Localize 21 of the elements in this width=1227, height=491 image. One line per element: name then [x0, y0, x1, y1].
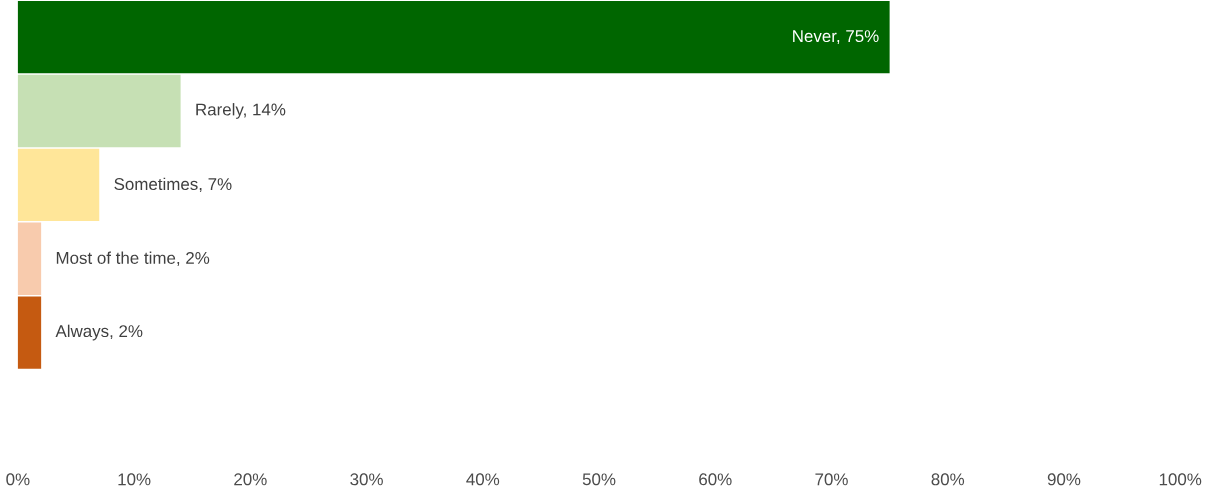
- x-tick-label: 40%: [466, 473, 500, 486]
- x-tick-label: 50%: [582, 473, 616, 486]
- x-tick-label: 80%: [931, 473, 965, 486]
- x-tick-label: 70%: [815, 473, 848, 486]
- bar: [17, 0, 890, 74]
- x-tick-label: 90%: [1047, 473, 1081, 486]
- data-label: Always, 2%: [55, 324, 143, 341]
- x-tick-label: 0%: [6, 473, 30, 486]
- bar: [17, 148, 100, 222]
- data-label: Never, 75%: [793, 30, 879, 45]
- x-tick-label: 60%: [699, 473, 732, 486]
- data-label: Most of the time, 2%: [56, 251, 210, 266]
- bar: [17, 296, 42, 369]
- bar: [17, 222, 42, 295]
- x-tick-label: 30%: [350, 473, 383, 486]
- data-label: Rarely, 14%: [196, 103, 286, 119]
- x-tick-label: 10%: [118, 473, 151, 486]
- bar: [17, 74, 181, 148]
- data-label: Sometimes, 7%: [114, 177, 232, 193]
- x-tick-label: 20%: [234, 473, 267, 486]
- x-tick-label: 100%: [1159, 473, 1202, 486]
